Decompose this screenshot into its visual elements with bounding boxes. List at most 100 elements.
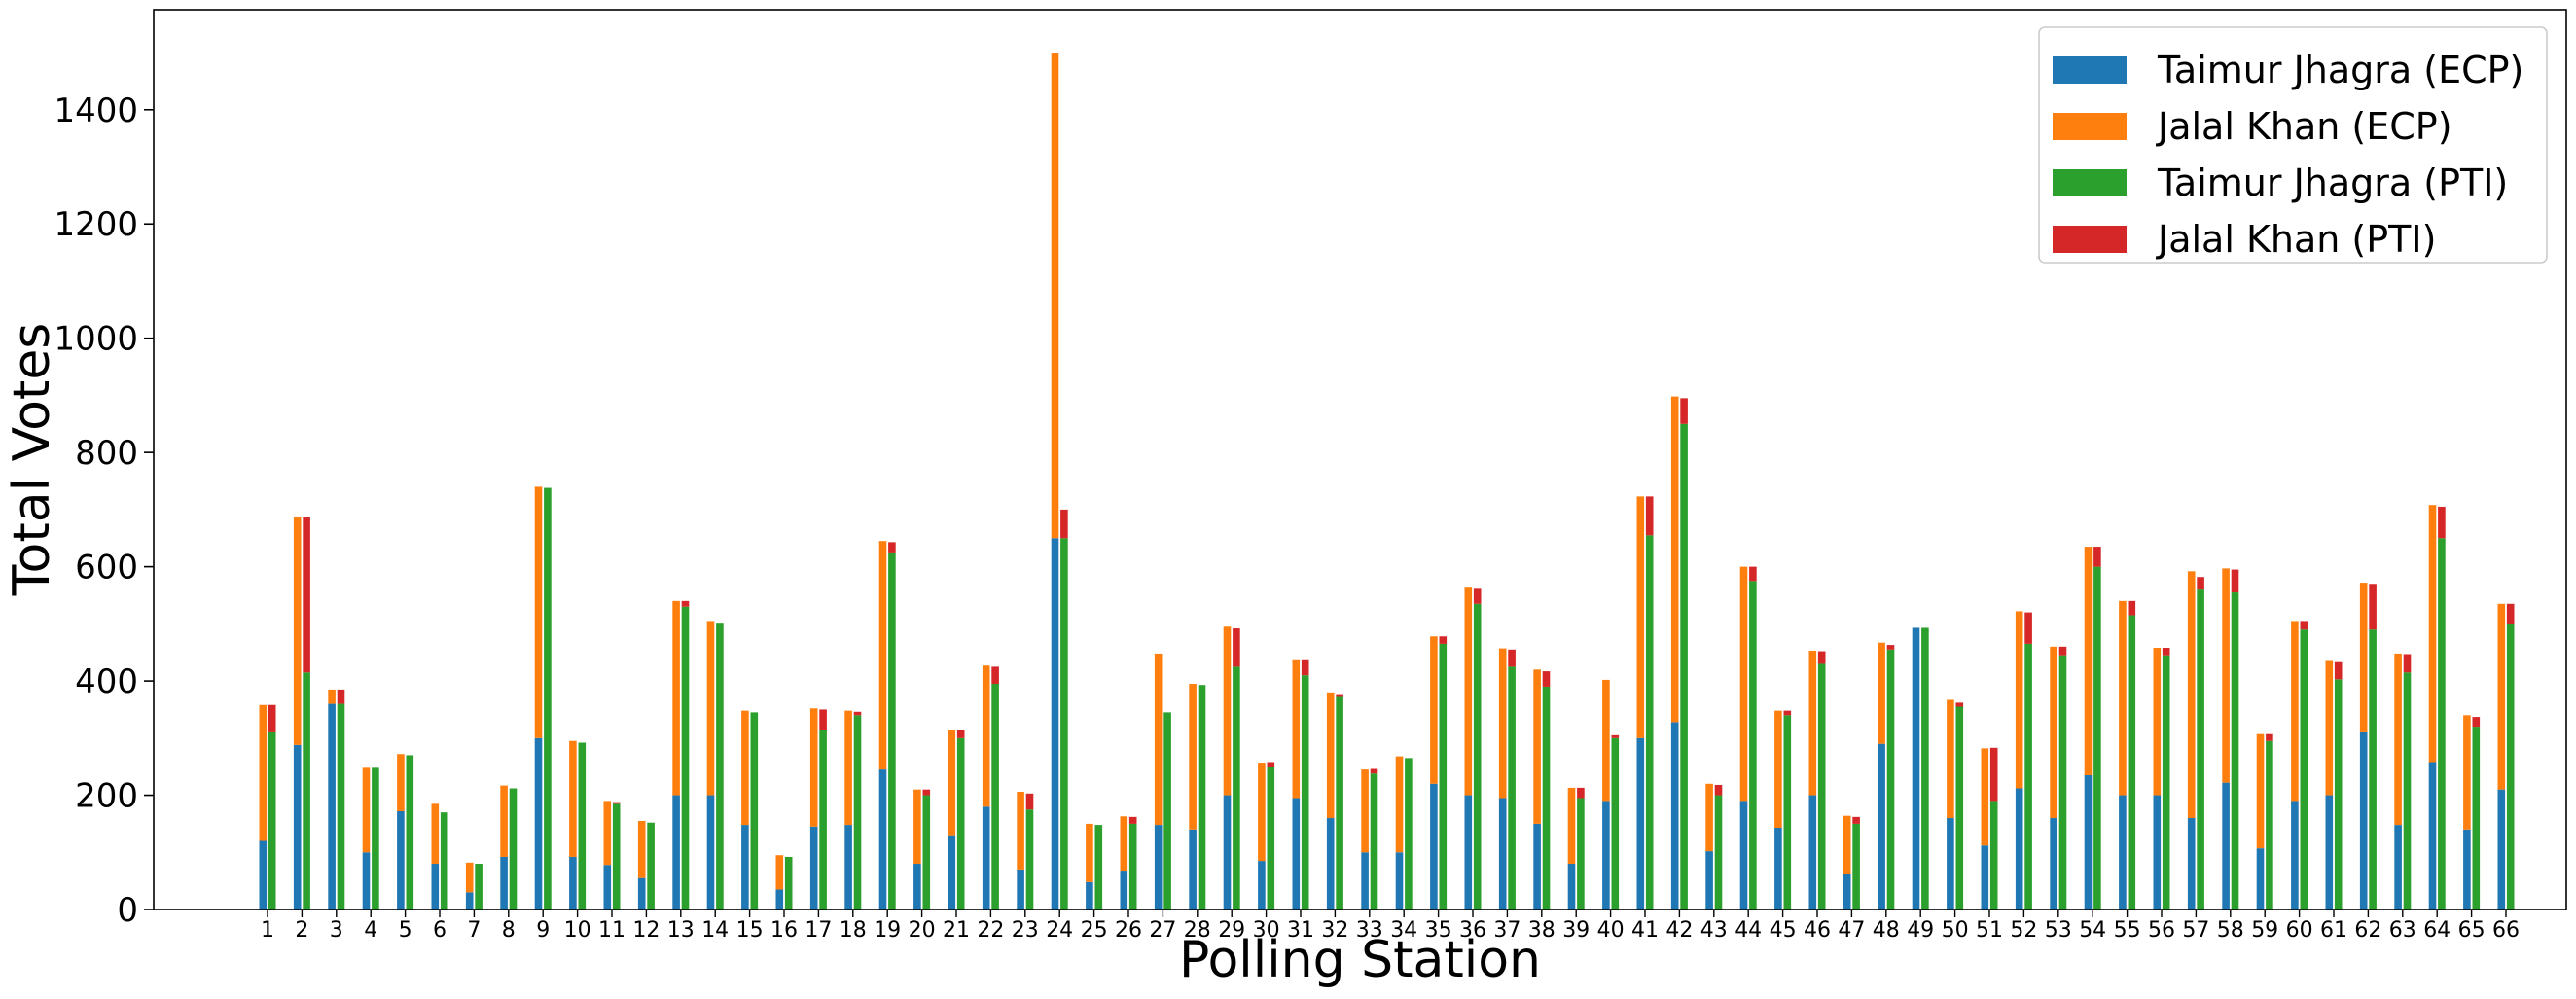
- x-tick-label: 46: [1804, 918, 1831, 943]
- bar-jalal-khan-pti-station-20: [922, 789, 931, 796]
- bar-jalal-khan-ecp-station-10: [569, 740, 577, 857]
- bar-taimur-jhagra-pti-station-13: [681, 606, 690, 910]
- bar-taimur-jhagra-pti-station-4: [372, 767, 379, 910]
- x-tick-label: 21: [943, 918, 970, 943]
- bar-jalal-khan-ecp-station-1: [259, 704, 268, 841]
- bar-taimur-jhagra-ecp-station-11: [603, 865, 612, 910]
- bar-taimur-jhagra-ecp-station-40: [1602, 801, 1610, 910]
- bar-jalal-khan-ecp-station-7: [465, 862, 474, 893]
- bar-jalal-khan-ecp-station-9: [534, 486, 543, 738]
- y-tick-label: 0: [117, 891, 138, 930]
- bar-jalal-khan-pti-station-39: [1577, 787, 1585, 799]
- bar-jalal-khan-pti-station-52: [2024, 612, 2032, 644]
- x-tick-label: 42: [1665, 918, 1693, 943]
- bar-taimur-jhagra-pti-station-2: [303, 672, 310, 910]
- x-tick-label: 34: [1390, 918, 1417, 943]
- bar-taimur-jhagra-pti-station-24: [1060, 538, 1068, 910]
- x-tick-label: 2: [295, 918, 308, 943]
- bar-taimur-jhagra-pti-station-11: [612, 803, 621, 910]
- bar-jalal-khan-ecp-station-5: [397, 754, 405, 811]
- bar-jalal-khan-pti-station-57: [2197, 577, 2204, 590]
- x-tick-label: 36: [1459, 918, 1486, 943]
- bar-jalal-khan-pti-station-18: [853, 711, 862, 716]
- bar-jalal-khan-pti-station-51: [1989, 747, 1998, 802]
- bar-jalal-khan-pti-station-11: [612, 802, 621, 804]
- bar-taimur-jhagra-ecp-station-25: [1086, 881, 1093, 910]
- bar-taimur-jhagra-pti-station-64: [2438, 538, 2446, 910]
- bar-taimur-jhagra-pti-station-42: [1680, 423, 1688, 910]
- bar-jalal-khan-ecp-station-22: [982, 665, 990, 807]
- bar-taimur-jhagra-ecp-station-19: [878, 769, 887, 910]
- bar-taimur-jhagra-pti-station-6: [440, 812, 448, 910]
- x-tick-label: 12: [632, 918, 660, 943]
- bar-jalal-khan-ecp-station-12: [637, 820, 646, 878]
- bar-taimur-jhagra-pti-station-34: [1405, 758, 1413, 910]
- bar-jalal-khan-ecp-station-64: [2428, 505, 2437, 763]
- bar-jalal-khan-ecp-station-45: [1774, 710, 1782, 829]
- bar-jalal-khan-ecp-station-33: [1361, 769, 1369, 853]
- bar-taimur-jhagra-ecp-station-43: [1705, 851, 1713, 910]
- bar-taimur-jhagra-ecp-station-16: [775, 889, 784, 910]
- bar-taimur-jhagra-ecp-station-2: [293, 744, 302, 910]
- bar-taimur-jhagra-ecp-station-39: [1567, 864, 1576, 910]
- x-tick-label: 55: [2114, 918, 2141, 943]
- bar-jalal-khan-pti-station-26: [1128, 816, 1137, 824]
- bar-jalal-khan-ecp-station-26: [1120, 816, 1128, 872]
- bar-jalal-khan-ecp-station-51: [1981, 748, 1989, 846]
- bar-taimur-jhagra-pti-station-36: [1473, 603, 1482, 910]
- bar-taimur-jhagra-ecp-station-8: [500, 856, 508, 910]
- x-tick-label: 49: [1907, 918, 1934, 943]
- x-tick-label: 24: [1046, 918, 1073, 943]
- bar-jalal-khan-pti-station-42: [1680, 398, 1688, 424]
- x-tick-label: 54: [2079, 918, 2106, 943]
- bar-taimur-jhagra-ecp-station-22: [982, 806, 990, 910]
- bar-taimur-jhagra-ecp-station-24: [1051, 538, 1059, 910]
- bar-jalal-khan-pti-station-29: [1233, 628, 1240, 667]
- bar-jalal-khan-pti-station-44: [1749, 566, 1757, 582]
- bar-jalal-khan-ecp-station-48: [1878, 642, 1885, 744]
- bar-taimur-jhagra-pti-station-25: [1094, 825, 1103, 910]
- bar-taimur-jhagra-ecp-station-23: [1017, 869, 1024, 910]
- bar-taimur-jhagra-pti-station-26: [1128, 823, 1137, 910]
- bar-taimur-jhagra-ecp-station-45: [1774, 828, 1782, 910]
- bar-taimur-jhagra-pti-station-23: [1025, 809, 1034, 910]
- bar-taimur-jhagra-pti-station-51: [1989, 801, 1998, 910]
- x-tick-label: 7: [467, 918, 481, 943]
- bar-taimur-jhagra-pti-station-3: [337, 703, 345, 910]
- bar-taimur-jhagra-ecp-station-27: [1154, 825, 1163, 910]
- x-tick-label: 14: [701, 918, 729, 943]
- y-tick-label: 800: [75, 434, 138, 473]
- y-axis: 0 200 400 600 800 1000 1200 1400: [54, 91, 154, 930]
- bar-jalal-khan-pti-station-24: [1060, 509, 1068, 539]
- bar-jalal-khan-ecp-station-17: [809, 708, 818, 827]
- bar-taimur-jhagra-ecp-station-57: [2187, 818, 2196, 910]
- bar-taimur-jhagra-pti-station-59: [2266, 740, 2273, 910]
- bar-taimur-jhagra-ecp-station-33: [1361, 852, 1369, 910]
- bar-taimur-jhagra-pti-station-12: [647, 822, 655, 910]
- bar-jalal-khan-pti-station-53: [2058, 646, 2067, 656]
- bar-taimur-jhagra-pti-station-5: [406, 755, 414, 910]
- bar-jalal-khan-ecp-station-13: [672, 600, 680, 796]
- bar-taimur-jhagra-pti-station-19: [888, 552, 896, 910]
- bar-jalal-khan-ecp-station-16: [775, 855, 784, 890]
- bar-jalal-khan-pti-station-58: [2231, 569, 2239, 593]
- x-tick-label: 45: [1770, 918, 1797, 943]
- bar-taimur-jhagra-ecp-station-50: [1947, 818, 1954, 910]
- x-axis: 1 2 3 4 5 6 7 8 9 10 11 12 13 14 15 16 17 18 19 20 21 22 23 24 2…: [261, 910, 2520, 943]
- bar-jalal-khan-ecp-station-28: [1189, 684, 1197, 830]
- bar-jalal-khan-ecp-station-8: [500, 785, 508, 857]
- bar-jalal-khan-pti-station-2: [303, 517, 310, 673]
- bar-jalal-khan-pti-station-23: [1025, 793, 1034, 810]
- x-tick-label: 39: [1562, 918, 1590, 943]
- bar-taimur-jhagra-pti-station-57: [2197, 589, 2204, 910]
- legend-box: [2038, 26, 2548, 264]
- x-tick-label: 40: [1597, 918, 1625, 943]
- x-tick-label: 8: [502, 918, 516, 943]
- bar-jalal-khan-pti-station-43: [1714, 784, 1723, 796]
- bar-jalal-khan-ecp-station-40: [1602, 679, 1610, 802]
- bar-taimur-jhagra-ecp-station-38: [1533, 823, 1541, 910]
- bar-jalal-khan-pti-station-54: [2093, 547, 2101, 567]
- bar-taimur-jhagra-ecp-station-58: [2222, 782, 2230, 910]
- x-tick-label: 60: [2286, 918, 2313, 943]
- bar-jalal-khan-pti-station-60: [2300, 621, 2308, 630]
